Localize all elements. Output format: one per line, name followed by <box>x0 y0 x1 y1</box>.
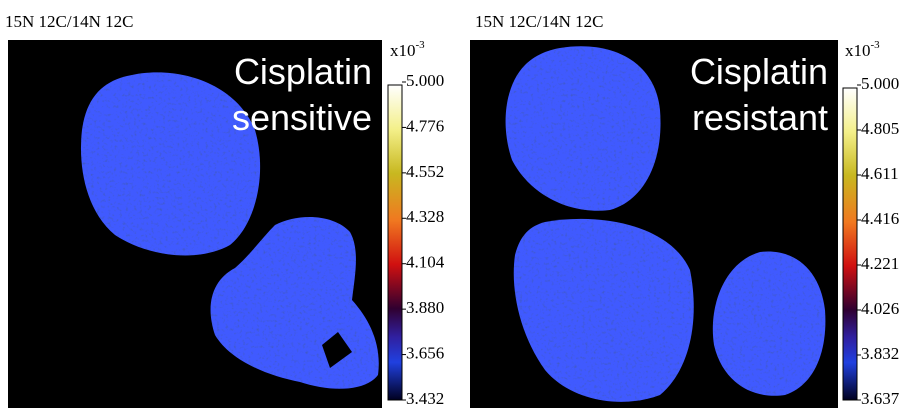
gap <box>322 332 352 368</box>
colorbar <box>387 84 403 401</box>
colorbar-multiplier: x10-3 <box>390 39 425 60</box>
colorbar-multiplier: x10-3 <box>845 39 880 60</box>
colorbar-tick-label: 3.832 <box>861 344 899 363</box>
colorbar <box>842 87 858 401</box>
panel-title: Cisplatin <box>234 51 372 92</box>
colorbar-tick-label: 4.104 <box>406 253 445 272</box>
panel-title: Cisplatin <box>690 51 828 92</box>
panel-label: 15N 12C/14N 12C <box>5 12 133 31</box>
colorbar-tick-label: 5.000 <box>406 71 444 90</box>
colorbar-tick-label: 4.416 <box>861 209 899 228</box>
colorbar-tick-label: 5.000 <box>861 74 899 93</box>
colorbar-tick-label: 4.805 <box>861 119 899 138</box>
multiplier-exponent: -3 <box>871 39 881 51</box>
colorbar-tick-label: 3.880 <box>406 298 444 317</box>
colorbar-tick-label: 3.637 <box>861 389 900 408</box>
panel-label: 15N 12C/14N 12C <box>475 12 603 31</box>
colorbar-tick-label: 4.611 <box>861 164 899 183</box>
cells <box>505 46 826 402</box>
colorbar-tick-label: 3.432 <box>406 389 444 408</box>
panel-title: sensitive <box>232 97 372 138</box>
colorbar-tick-label: 4.328 <box>406 207 444 226</box>
panel-title: resistant <box>692 97 828 138</box>
colorbar-tick-label: 3.656 <box>406 343 444 362</box>
multiplier-base: x10 <box>845 41 871 60</box>
colorbar-tick-label: 4.026 <box>861 299 899 318</box>
colorbar-tick-label: 4.221 <box>861 254 899 273</box>
multiplier-exponent: -3 <box>416 39 426 51</box>
colorbar-tick-label: 4.776 <box>406 116 444 135</box>
multiplier-base: x10 <box>390 41 416 60</box>
colorbar-tick-label: 4.552 <box>406 162 444 181</box>
